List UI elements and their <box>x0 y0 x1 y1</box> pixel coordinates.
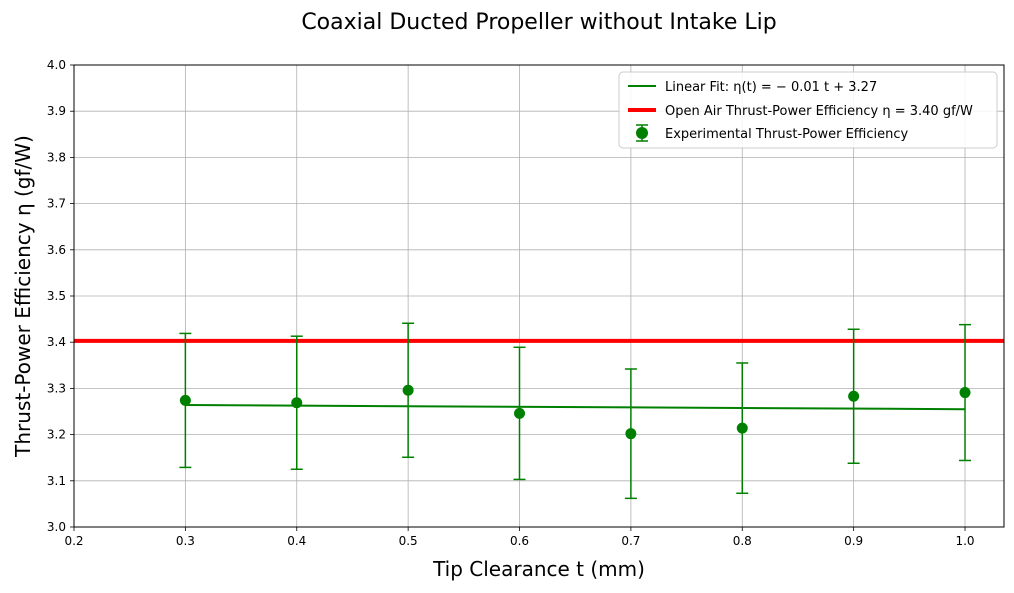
y-tick-label: 3.5 <box>47 289 66 303</box>
series-layer <box>74 322 1004 500</box>
data-point <box>625 428 637 440</box>
x-tick-label: 0.2 <box>64 534 83 548</box>
x-tick-label: 0.9 <box>844 534 863 548</box>
y-tick-label: 3.9 <box>47 104 66 118</box>
y-tick-label: 4.0 <box>47 58 66 72</box>
y-tick-label: 3.3 <box>47 381 66 395</box>
ticks: 0.2 0.3 0.4 0.5 0.6 0.7 0.8 0.9 1.0 3.0 3.1 3.2 3.3 3… <box>47 58 975 548</box>
legend-frame <box>618 71 998 149</box>
data-point <box>959 387 971 399</box>
x-tick-label: 0.5 <box>399 534 418 548</box>
x-tick-label: 0.7 <box>621 534 640 548</box>
y-tick-label: 3.2 <box>47 428 66 442</box>
x-tick-label: 1.0 <box>955 534 974 548</box>
x-axis-label: Tip Clearance t (mm) <box>432 557 645 581</box>
legend-open-air-label: Open Air Thrust-Power Efficiency η = 3.4… <box>665 104 973 119</box>
data-point <box>291 397 303 409</box>
linear-fit-line <box>185 404 966 411</box>
data-point <box>402 384 414 396</box>
chart-title: Coaxial Ducted Propeller without Intake … <box>301 10 776 35</box>
legend: Linear Fit: η(t) = − 0.01 t + 3.27 Open … <box>618 71 998 149</box>
y-tick-label: 3.1 <box>47 474 66 488</box>
x-tick-label: 0.8 <box>733 534 752 548</box>
y-tick-label: 3.4 <box>47 335 66 349</box>
data-point <box>848 390 860 402</box>
y-tick-label: 3.6 <box>47 243 66 257</box>
x-tick-label: 0.6 <box>510 534 529 548</box>
y-tick-label: 3.8 <box>47 150 66 164</box>
x-tick-label: 0.4 <box>287 534 306 548</box>
data-point <box>179 394 191 406</box>
data-point <box>514 407 526 419</box>
y-tick-label: 3.0 <box>47 520 66 534</box>
data-point <box>736 422 748 434</box>
legend-fit-label: Linear Fit: η(t) = − 0.01 t + 3.27 <box>665 80 877 95</box>
legend-experimental-swatch <box>636 124 648 142</box>
y-tick-label: 3.7 <box>47 197 66 211</box>
x-tick-label: 0.3 <box>176 534 195 548</box>
legend-experimental-label: Experimental Thrust-Power Efficiency <box>665 127 909 142</box>
y-axis-label: Thrust-Power Efficiency η (gf/W) <box>11 135 35 458</box>
